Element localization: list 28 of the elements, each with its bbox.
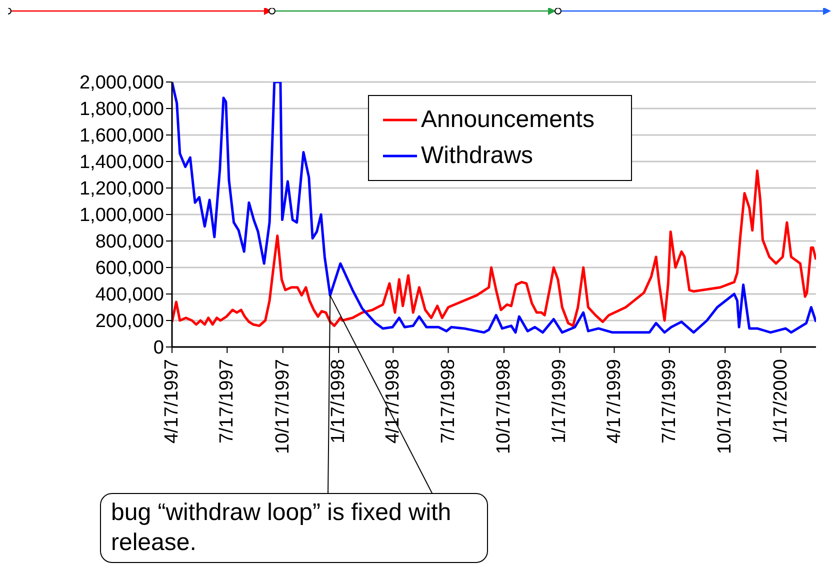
y-tick-label: 800,000 <box>95 232 164 253</box>
x-tick-label: 4/17/1998 <box>382 359 404 444</box>
line-series <box>172 170 816 328</box>
x-tick-label: 1/17/2000 <box>770 359 792 444</box>
x-tick-label: 1/17/1999 <box>549 359 570 444</box>
x-tick-label: 4/17/1997 <box>162 359 182 444</box>
y-tick-label: 0 <box>153 338 164 359</box>
y-tick-label: 1,800,000 <box>79 99 164 120</box>
x-tick-label: 10/17/1998 <box>493 359 514 454</box>
legend-label: Announcements <box>421 106 594 134</box>
y-tick-label: 1,400,000 <box>79 152 164 174</box>
x-tick-label: 1/17/1998 <box>328 359 350 444</box>
y-tick-label: 2,000,000 <box>79 72 164 94</box>
legend-label: Withdraws <box>421 142 534 170</box>
x-tick-label: 10/17/1997 <box>272 359 294 454</box>
x-tick-label: 7/17/1998 <box>438 359 459 444</box>
x-tick-label: 4/17/1999 <box>604 359 625 444</box>
x-tick-label: 7/17/1997 <box>216 359 238 444</box>
y-tick-label: 1,200,000 <box>79 178 164 200</box>
y-tick-label: 400,000 <box>95 284 164 306</box>
y-tick-label: 1,000,000 <box>79 205 164 226</box>
y-tick-label: 1,600,000 <box>79 126 164 147</box>
y-tick-label: 600,000 <box>95 258 164 280</box>
x-tick-label: 7/17/1999 <box>658 359 680 444</box>
x-tick-label: 10/17/1999 <box>714 359 736 454</box>
annotation: bug “withdraw loop” is fixed with release. <box>111 498 452 558</box>
line-series <box>172 82 816 334</box>
y-tick-label: 200,000 <box>95 311 164 332</box>
